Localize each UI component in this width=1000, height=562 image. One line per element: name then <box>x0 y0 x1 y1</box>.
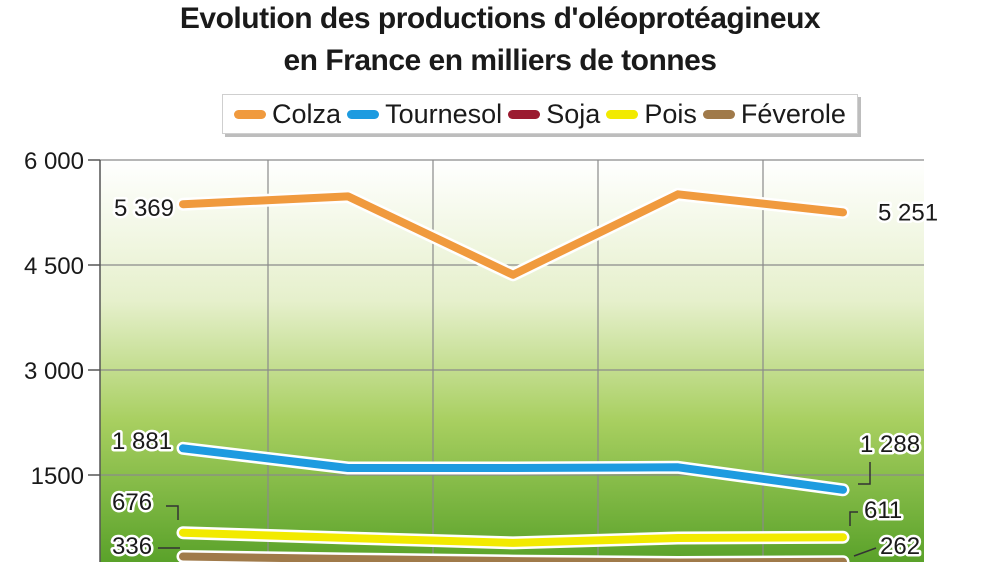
y-axis: 6 000 4 500 3 000 1500 <box>24 148 101 562</box>
data-label-pois-end-halo: 611 <box>864 497 902 524</box>
legend-swatch-soja <box>508 109 541 119</box>
data-label-colza-end-halo: 5 251 <box>878 199 938 226</box>
data-label-pois-start: 676 <box>112 489 152 516</box>
data-label-colza-start-halo: 5 369 <box>114 195 174 222</box>
data-label-colza-start: 5 369 <box>114 195 174 222</box>
data-label-pois-start-halo: 676 <box>112 489 152 516</box>
legend-item-pois: Pois <box>606 99 697 130</box>
chart-title-line-2: en France en milliers de tonnes <box>283 44 717 77</box>
legend-label-pois: Pois <box>644 98 697 129</box>
leader-pois-start <box>166 505 179 520</box>
plot-background <box>100 160 924 562</box>
legend-item-tournesol: Tournesol <box>347 99 502 130</box>
chart-legend: Colza Tournesol Soja Pois Féverole <box>222 94 858 134</box>
data-label-tournesol-end-halo: 1 288 <box>860 431 920 458</box>
legend-item-soja: Soja <box>508 99 600 130</box>
y-tick-label: 4 500 <box>24 253 84 280</box>
data-label-feverole-end: 262 <box>880 533 920 560</box>
y-tick-label: 1500 <box>31 463 84 490</box>
leader-feverole-end <box>853 547 877 557</box>
series-line-colza <box>179 190 847 279</box>
data-label-tournesol-start: 1 881 <box>112 428 172 455</box>
data-label-feverole-start-halo: 336 <box>112 533 152 560</box>
legend-swatch-pois <box>606 109 639 119</box>
series-line-tournesol <box>179 444 847 494</box>
legend-label-tournesol: Tournesol <box>385 98 503 129</box>
grid-lines <box>100 159 924 562</box>
data-label-feverole-end-halo: 262 <box>880 533 920 560</box>
legend-label-colza: Colza <box>272 98 342 129</box>
legend-item-feverole: Féverole <box>702 98 846 130</box>
leader-pois-end <box>849 511 858 526</box>
legend-label-soja: Soja <box>546 98 601 129</box>
data-label-feverole-start: 336 <box>112 533 152 560</box>
legend-swatch-tournesol <box>347 109 380 119</box>
leader-tournesol-end <box>858 462 871 485</box>
series-group <box>176 187 850 562</box>
data-label-colza-end: 5 251 <box>878 199 938 226</box>
legend-label-feverole: Féverole <box>740 98 846 129</box>
series-line-pois <box>179 528 847 547</box>
data-label-tournesol-start-halo: 1 881 <box>112 428 172 455</box>
legend-swatch-feverole <box>702 109 735 119</box>
legend-swatch-colza <box>234 109 267 119</box>
chart-title-line-1: Evolution des productions d'oléoprotéagi… <box>179 2 821 35</box>
y-tick-label: 6 000 <box>24 148 84 175</box>
data-label-tournesol-end: 1 288 <box>860 431 920 458</box>
series-line-feverole <box>179 552 847 562</box>
data-label-pois-end: 611 <box>864 497 902 524</box>
y-tick-label: 3 000 <box>24 358 84 385</box>
legend-item-colza: Colza <box>234 99 341 130</box>
